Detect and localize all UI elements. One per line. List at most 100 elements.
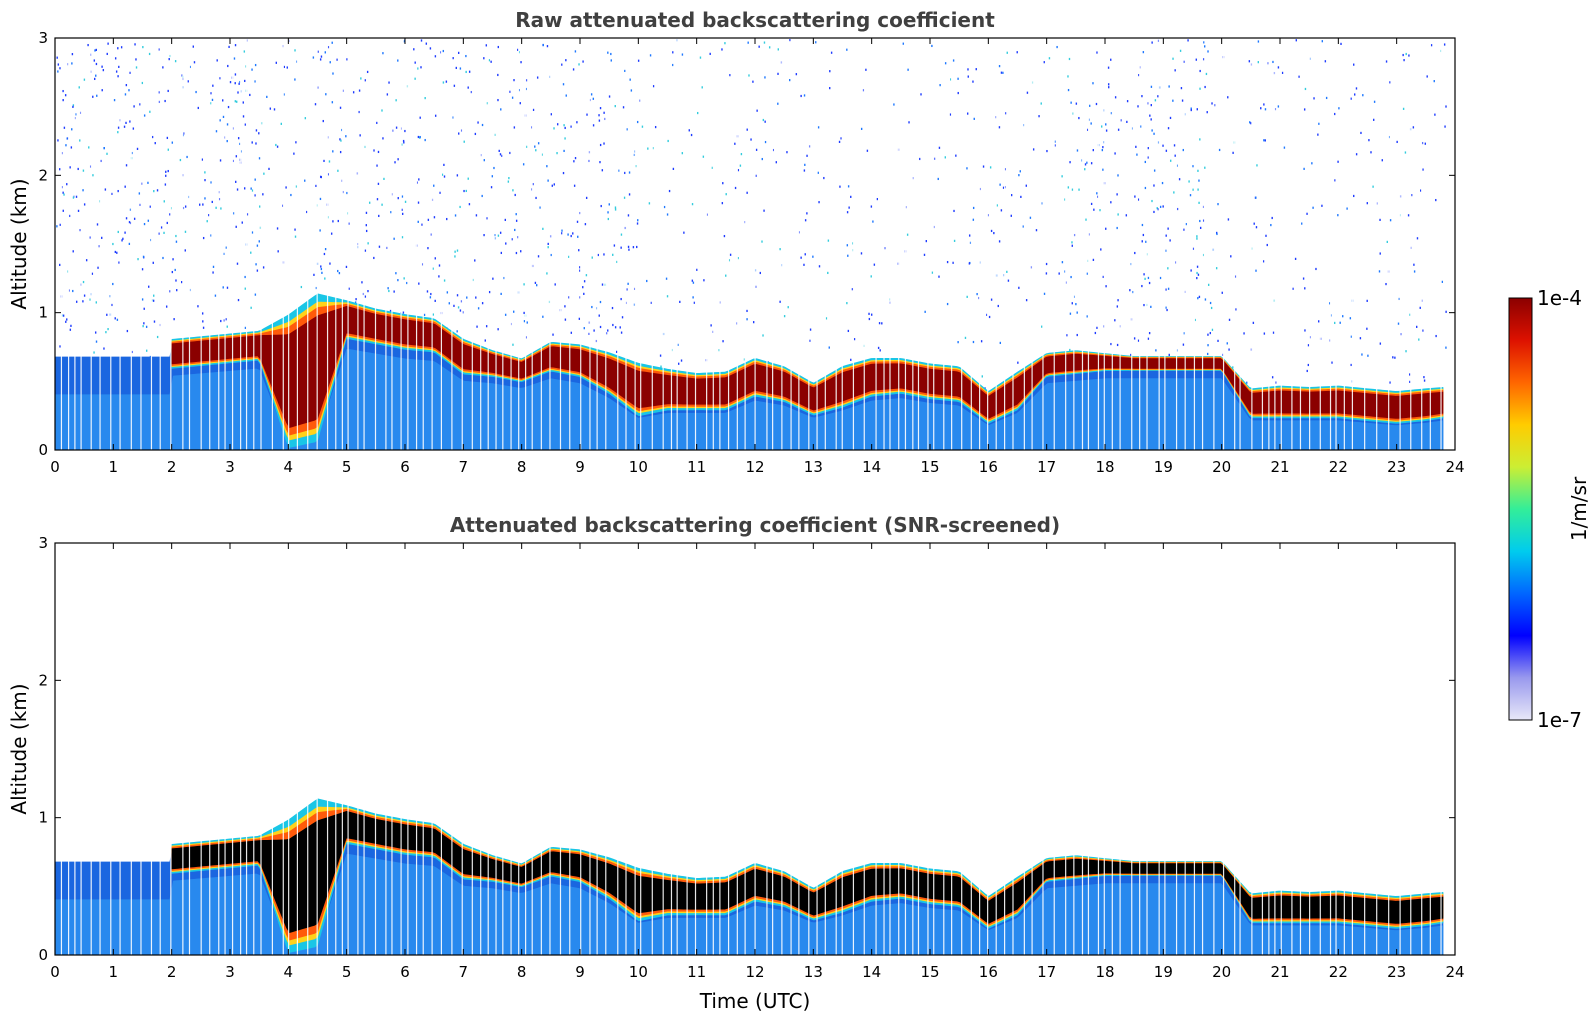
- noise-speckle: [160, 226, 163, 229]
- data-gap: [451, 38, 453, 450]
- noise-speckle: [184, 230, 187, 233]
- noise-speckle: [128, 89, 130, 92]
- data-gap: [651, 38, 653, 450]
- noise-speckle: [104, 188, 107, 191]
- noise-speckle: [481, 194, 483, 198]
- noise-speckle: [100, 159, 102, 163]
- noise-speckle: [1143, 273, 1145, 276]
- data-gap: [253, 38, 255, 450]
- noise-speckle: [1069, 161, 1071, 164]
- noise-speckle: [95, 340, 98, 343]
- noise-speckle: [114, 250, 117, 254]
- noise-speckle: [953, 209, 955, 213]
- noise-speckle: [1206, 111, 1208, 114]
- noise-speckle: [1153, 184, 1155, 187]
- panel-raw-title: Raw attenuated backscattering coefficien…: [515, 8, 995, 32]
- noise-speckle: [432, 267, 434, 270]
- noise-speckle: [1385, 60, 1388, 63]
- noise-speckle: [535, 149, 537, 152]
- colorbar-min-label: 1e-7: [1537, 708, 1582, 732]
- noise-speckle: [117, 131, 119, 134]
- noise-speckle: [579, 266, 581, 269]
- noise-speckle: [1148, 332, 1151, 335]
- noise-speckle: [908, 121, 910, 124]
- noise-speckle: [1397, 322, 1400, 325]
- noise-speckle: [721, 202, 724, 205]
- noise-speckle: [82, 189, 84, 192]
- noise-speckle: [611, 306, 614, 310]
- x-tick-label: 4: [284, 458, 294, 476]
- data-gap: [335, 543, 337, 955]
- noise-speckle: [764, 140, 767, 144]
- noise-speckle: [1324, 60, 1327, 63]
- noise-speckle: [456, 330, 458, 333]
- data-gap: [883, 38, 885, 450]
- noise-speckle: [839, 185, 841, 188]
- noise-speckle: [249, 93, 251, 97]
- noise-speckle: [237, 91, 239, 94]
- data-gap: [518, 38, 520, 450]
- noise-speckle: [1061, 261, 1064, 264]
- noise-speckle: [553, 127, 555, 130]
- noise-speckle: [181, 74, 183, 77]
- data-gap: [1139, 38, 1141, 450]
- noise-speckle: [564, 305, 566, 308]
- noise-speckle: [395, 272, 397, 275]
- noise-speckle: [390, 211, 392, 214]
- noise-speckle: [1117, 174, 1119, 177]
- noise-speckle: [459, 67, 462, 70]
- noise-speckle: [1366, 327, 1368, 330]
- noise-speckle: [737, 256, 739, 260]
- noise-speckle: [872, 220, 874, 223]
- noise-speckle: [361, 281, 363, 284]
- noise-speckle: [331, 101, 334, 104]
- noise-speckle: [70, 324, 72, 327]
- data-gap: [1351, 543, 1354, 955]
- data-gap: [224, 38, 226, 450]
- noise-speckle: [641, 125, 644, 128]
- noise-speckle: [1272, 331, 1275, 334]
- colorbar: 1e-4 1e-7 1/m/sr: [1508, 286, 1591, 732]
- noise-speckle: [365, 211, 368, 214]
- noise-speckle: [317, 50, 319, 53]
- noise-speckle: [1334, 179, 1336, 182]
- noise-speckle: [175, 279, 177, 282]
- noise-speckle: [1306, 212, 1308, 215]
- noise-speckle: [632, 246, 635, 249]
- data-gap: [1053, 543, 1055, 955]
- noise-speckle: [633, 303, 636, 306]
- noise-speckle: [197, 106, 199, 110]
- noise-speckle: [192, 45, 194, 48]
- data-gap: [60, 38, 63, 450]
- noise-speckle: [1329, 302, 1331, 305]
- data-gap: [1261, 543, 1264, 955]
- noise-speckle: [1155, 349, 1157, 352]
- noise-speckle: [1071, 188, 1074, 191]
- noise-speckle: [465, 54, 467, 58]
- noise-speckle: [853, 338, 856, 341]
- noise-speckle: [385, 246, 388, 250]
- data-gap: [596, 543, 598, 955]
- data-gap: [1280, 38, 1282, 450]
- noise-speckle: [97, 266, 99, 269]
- noise-speckle: [724, 42, 726, 45]
- noise-speckle: [607, 329, 609, 332]
- noise-speckle: [1196, 265, 1199, 268]
- noise-speckle: [755, 174, 757, 177]
- noise-speckle: [1141, 223, 1144, 227]
- noise-speckle: [1400, 333, 1402, 336]
- data-gap: [326, 543, 329, 955]
- noise-speckle: [268, 167, 270, 170]
- noise-speckle: [345, 265, 348, 269]
- noise-speckle: [868, 317, 871, 321]
- noise-speckle: [382, 52, 384, 55]
- data-gap: [224, 543, 226, 955]
- noise-speckle: [561, 63, 563, 66]
- data-gap: [961, 38, 963, 450]
- noise-speckle: [1321, 40, 1324, 43]
- noise-speckle: [1067, 75, 1069, 78]
- noise-speckle: [605, 332, 608, 335]
- noise-speckle: [1066, 334, 1068, 337]
- noise-speckle: [226, 139, 228, 143]
- noise-speckle: [234, 73, 237, 76]
